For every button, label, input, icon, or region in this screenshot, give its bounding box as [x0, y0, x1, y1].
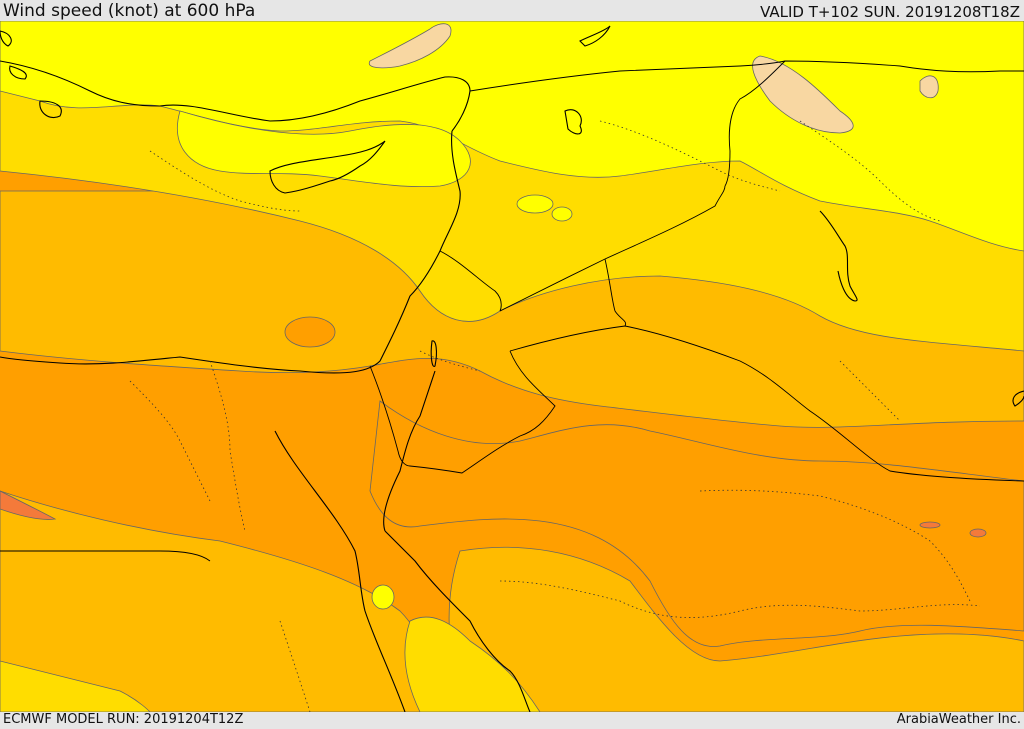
- band-orange-blob: [284, 316, 336, 348]
- credit: ArabiaWeather Inc.: [896, 712, 1021, 727]
- band-gold-west-bottom: [0, 660, 151, 712]
- band-yellow-levant: [177, 110, 471, 188]
- band-yellow-blob-2: [551, 206, 573, 222]
- band-cream-east: [752, 55, 854, 134]
- band-yellow-blob-3: [371, 584, 395, 610]
- wind-speed-map[interactable]: [0, 21, 1024, 712]
- admin-boundaries: [129, 120, 981, 712]
- map-title: Wind speed (knot) at 600 hPa: [3, 1, 256, 21]
- band-orange-center: [369, 400, 1024, 647]
- band-yellow-blob-1: [516, 194, 554, 214]
- band-cream-north: [368, 23, 452, 69]
- borders: [0, 60, 1024, 562]
- valid-time: VALID T+102 SUN. 20191208T18Z: [760, 3, 1020, 21]
- band-gold-redsea: [404, 616, 541, 712]
- band-dark-patch-east2: [969, 528, 987, 538]
- band-cream-ne: [919, 75, 939, 99]
- band-dark-patch-west: [0, 490, 57, 520]
- coastlines: [0, 25, 1024, 712]
- model-run: ECMWF MODEL RUN: 20191204T12Z: [3, 712, 244, 727]
- footer-bar: ECMWF MODEL RUN: 20191204T12Z ArabiaWeat…: [0, 712, 1024, 729]
- band-dark-patch-east: [919, 521, 941, 529]
- header-bar: Wind speed (knot) at 600 hPa VALID T+102…: [0, 0, 1024, 21]
